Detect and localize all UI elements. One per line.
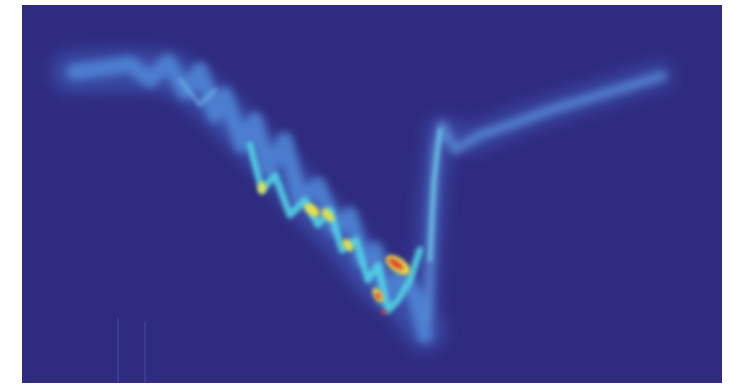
core-trace <box>178 78 217 107</box>
core <box>178 78 442 314</box>
hot-spot <box>258 182 266 194</box>
peak <box>381 310 387 314</box>
core-trace <box>246 141 424 314</box>
peak <box>388 258 404 270</box>
hot-spot <box>322 208 334 222</box>
hot-spot <box>304 203 320 217</box>
artifacts <box>117 318 146 383</box>
peak <box>375 292 381 300</box>
hot-spot <box>342 238 354 252</box>
core-trace <box>428 128 442 262</box>
peaks <box>375 258 404 314</box>
